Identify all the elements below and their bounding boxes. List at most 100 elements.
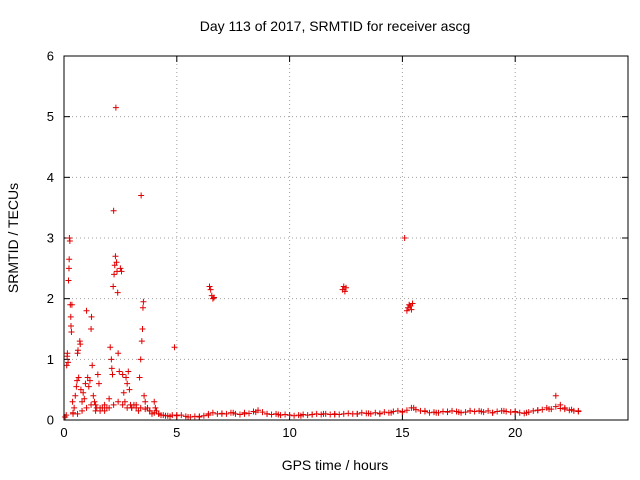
x-tick-label: 10 [282,425,296,440]
data-point [67,313,74,320]
data-point [71,404,78,411]
data-point [107,344,114,351]
data-point [401,235,408,241]
data-point [575,407,582,414]
data-point [185,413,192,420]
x-axis-label: GPS time / hours [282,457,389,473]
data-points [62,104,582,420]
data-point [568,406,575,413]
data-point-baseline [394,407,401,414]
data-point [135,407,142,414]
data-point-baseline [426,409,433,416]
data-point [125,368,132,375]
data-point [141,392,148,399]
data-point [112,104,119,111]
data-point [309,411,316,418]
data-point-baseline [119,401,126,408]
data-point [552,392,559,399]
data-point [110,207,117,214]
data-point [79,398,86,405]
data-point [561,404,568,411]
data-point [65,359,72,366]
y-tick-label: 5 [47,109,54,124]
data-point [81,395,88,402]
data-point [93,404,100,411]
data-point [408,306,415,313]
data-point [523,409,530,416]
data-point [133,404,140,411]
data-point [106,395,113,402]
data-point [95,380,102,387]
data-point [546,406,553,413]
data-point [94,371,101,378]
data-point [74,377,81,384]
data-point [455,409,462,416]
data-point-baseline [83,404,90,411]
data-point [86,377,93,384]
data-point [365,410,372,417]
data-point-baseline [358,409,365,416]
data-point [89,362,96,369]
data-point [113,259,120,266]
data-point-baseline [449,407,456,414]
data-point [140,298,147,305]
data-point [74,347,81,354]
data-point [111,262,118,269]
data-point [138,338,145,345]
data-point [63,362,70,369]
data-point [148,410,155,417]
data-point [211,294,218,301]
data-point [121,398,128,405]
y-tick-label: 1 [47,352,54,367]
axis-ticks: 0 5 10 15 20 0 1 2 3 4 5 6 [47,49,628,440]
data-point-baseline [259,409,266,416]
y-tick-label: 2 [47,291,54,306]
data-point [88,313,95,320]
data-point [230,409,237,416]
x-tick-label: 15 [395,425,409,440]
data-point-baseline [245,410,252,417]
data-point [153,407,160,414]
data-point-baseline [516,409,523,416]
data-point [421,407,428,414]
data-point [534,407,541,414]
data-point [114,289,121,296]
data-point [65,277,72,284]
data-point [275,411,282,418]
data-point [241,410,248,417]
data-point [75,374,82,381]
data-point [124,380,131,387]
data-point [489,409,496,416]
data-point-baseline [381,409,388,416]
data-point [467,407,474,414]
data-point [130,401,137,408]
y-tick-label: 4 [47,170,54,185]
data-point [512,408,519,415]
data-point-baseline [403,407,410,414]
data-point [444,408,451,415]
data-point-baseline [313,410,320,417]
data-point [167,413,174,420]
data-point [88,326,95,332]
data-point-baseline [494,408,501,415]
data-point-baseline [345,410,352,417]
grid-lines [64,56,628,420]
data-point [139,326,146,332]
data-point [341,288,348,295]
data-point [144,404,151,411]
data-point [101,401,108,408]
data-point [91,398,98,405]
data-point [320,410,327,417]
data-point-baseline [268,411,275,418]
data-point [354,410,361,417]
data-point [77,341,84,348]
data-point [196,413,203,420]
data-point [142,398,149,405]
data-point [110,283,117,290]
data-point [138,192,145,199]
y-tick-label: 6 [47,49,54,64]
y-axis-label: SRMTID / TECUs [5,183,21,293]
data-point-baseline [552,403,559,410]
data-point-baseline [115,398,122,405]
